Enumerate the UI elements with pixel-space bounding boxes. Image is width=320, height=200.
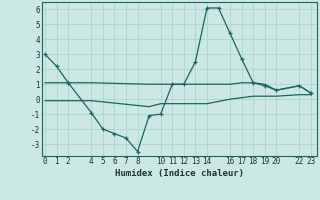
X-axis label: Humidex (Indice chaleur): Humidex (Indice chaleur)	[115, 169, 244, 178]
